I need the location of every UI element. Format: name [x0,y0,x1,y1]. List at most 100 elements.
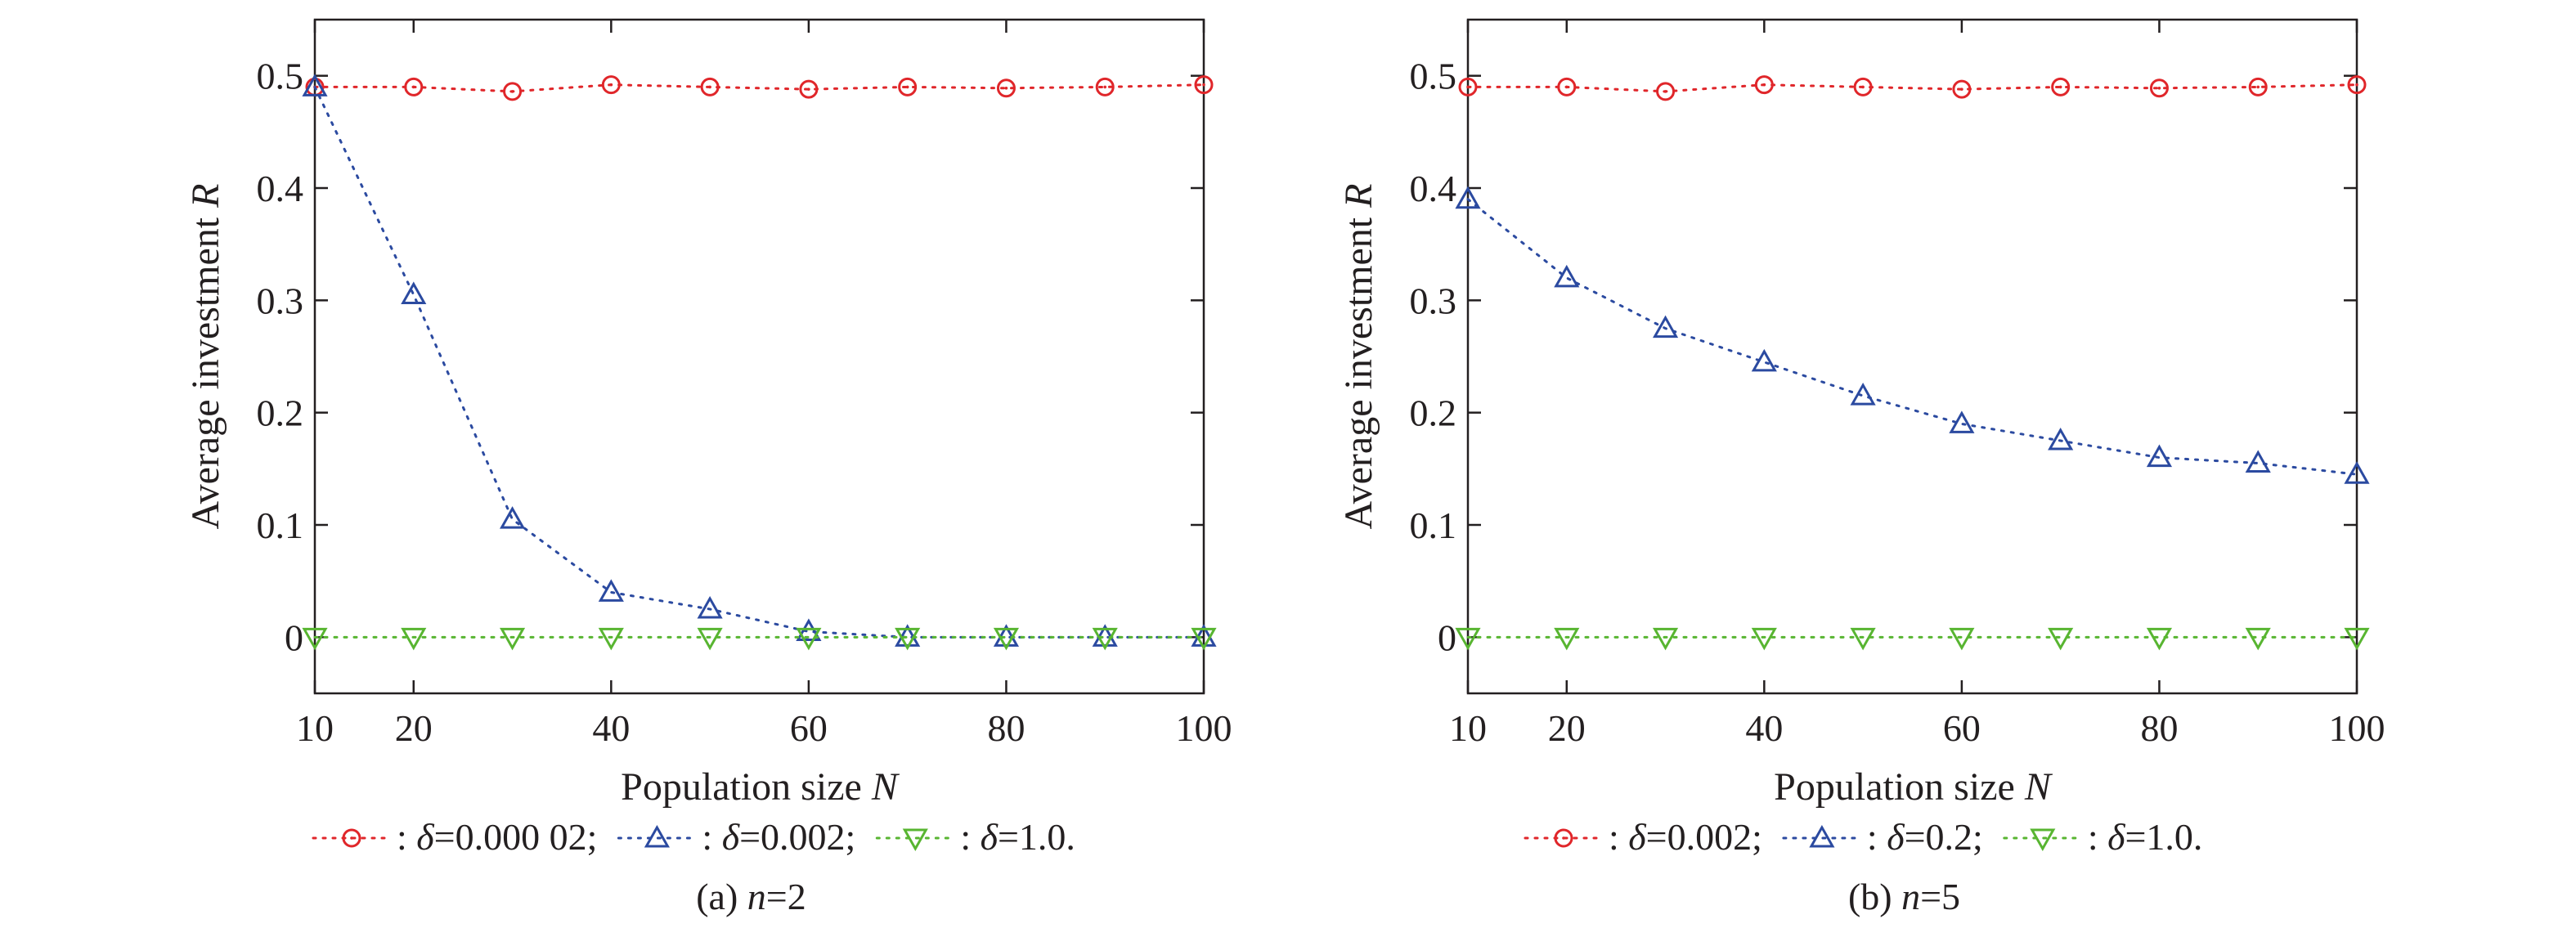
y-tick-label: 0.4 [1410,168,1457,209]
legend-marker-center [350,836,353,840]
data-point [401,627,427,651]
y-tick-label: 0.2 [257,392,304,434]
x-tick-label: 100 [1176,707,1232,749]
legend-marker [1554,828,1573,848]
x-tick-label: 60 [790,707,828,749]
x-axis-label: Population size N [621,765,900,809]
legend-entry: : δ=0.002; [702,816,855,858]
data-point [1952,79,1972,99]
data-point [1092,627,1118,651]
x-tick-label: 60 [1943,707,1981,749]
legend-entry: : δ=1.0. [2088,816,2203,858]
series-2 [1455,186,2370,484]
data-point [2149,78,2169,98]
data-point [2245,627,2271,651]
data-point [1751,627,1777,651]
x-tick-label: 100 [2329,707,2385,749]
data-point [1194,75,1214,95]
data-point-center [1762,83,1766,87]
data-point [2048,427,2074,451]
data-point-center [708,85,711,89]
data-point [996,78,1016,98]
data-point [2344,461,2370,484]
data-point [2245,450,2271,473]
chart-panel-2: 10 20 40 60 80 100 0 0.1 0.2 0.3 0.4 0.5 Population … [1337,18,2385,917]
data-point [993,627,1020,651]
data-point-center [1663,90,1667,93]
data-point [1554,264,1580,288]
data-point [796,618,822,641]
legend-entry: : δ=0.000 02; [397,816,597,858]
legend-entry: : δ=1.0. [960,816,1075,858]
data-point-center [1103,85,1107,89]
series-1 [1458,75,2367,101]
x-tick-label: 10 [1449,707,1487,749]
data-point [697,627,723,651]
data-point-center [1004,86,1008,90]
data-point-center [1202,83,1205,87]
x-tick-label: 20 [1548,707,1586,749]
data-point [796,627,822,651]
legend-marker [1809,824,1835,848]
data-point [1850,627,1876,651]
y-axis-label: Average investment R [1337,184,1380,530]
data-point [1191,627,1217,651]
data-point [598,627,624,651]
data-point-center [905,85,909,89]
y-tick-label: 0.3 [257,280,304,321]
data-point [2248,77,2268,96]
chart-panel-1: 10 20 40 60 80 100 0 0.1 0.2 0.3 0.4 0.5 Population … [184,18,1232,917]
data-point [302,627,328,651]
series-3 [302,627,1217,651]
data-point [1656,82,1676,101]
series-2 [302,74,1217,647]
data-point [2146,444,2173,468]
y-tick-label: 0.5 [1410,56,1457,97]
data-point [302,74,328,96]
data-point [1455,627,1481,651]
data-point-center [1960,87,1963,91]
y-tick-label: 0 [285,616,303,658]
data-point [700,77,720,96]
legend-entry: : δ=0.2; [1867,816,1983,858]
x-tick-label: 80 [987,707,1025,749]
series-line [1466,198,2358,476]
x-axis-label: Population size N [1774,765,2053,809]
data-point [1853,77,1873,96]
data-point [1554,627,1580,651]
data-point [1850,383,1876,406]
data-point [1751,348,1777,372]
data-point [2146,627,2173,651]
y-tick-label: 0.1 [257,504,304,546]
legend-marker [342,828,361,848]
x-tick-label: 80 [2140,707,2178,749]
y-tick-label: 0.5 [257,56,304,97]
series-3 [1455,627,2370,651]
data-point-center [2058,85,2062,89]
data-point [1754,75,1774,95]
data-point [1652,315,1679,338]
data-point [1652,627,1679,651]
data-point [2048,627,2074,651]
data-point [2344,627,2370,651]
data-point [1095,77,1115,96]
legend-marker [902,828,928,852]
y-tick-label: 0.4 [257,168,304,209]
x-tick-label: 40 [592,707,630,749]
legend-marker [644,824,670,848]
data-point-center [411,85,415,89]
data-point-center [2157,86,2161,90]
x-tick-label: 20 [395,707,433,749]
panel-caption: (a) n=2 [696,876,806,917]
data-point-center [1861,85,1865,89]
legend: : δ=0.002;: δ=0.2;: δ=1.0. [1524,816,2203,858]
y-axis-label: Average investment R [184,184,227,530]
data-point [601,75,621,95]
y-tick-label: 0 [1438,616,1456,658]
data-point [1557,77,1577,96]
data-point [895,627,921,651]
data-point [1949,410,1975,433]
data-point [499,506,526,529]
x-tick-label: 10 [296,707,334,749]
legend-marker-center [1562,836,1565,840]
